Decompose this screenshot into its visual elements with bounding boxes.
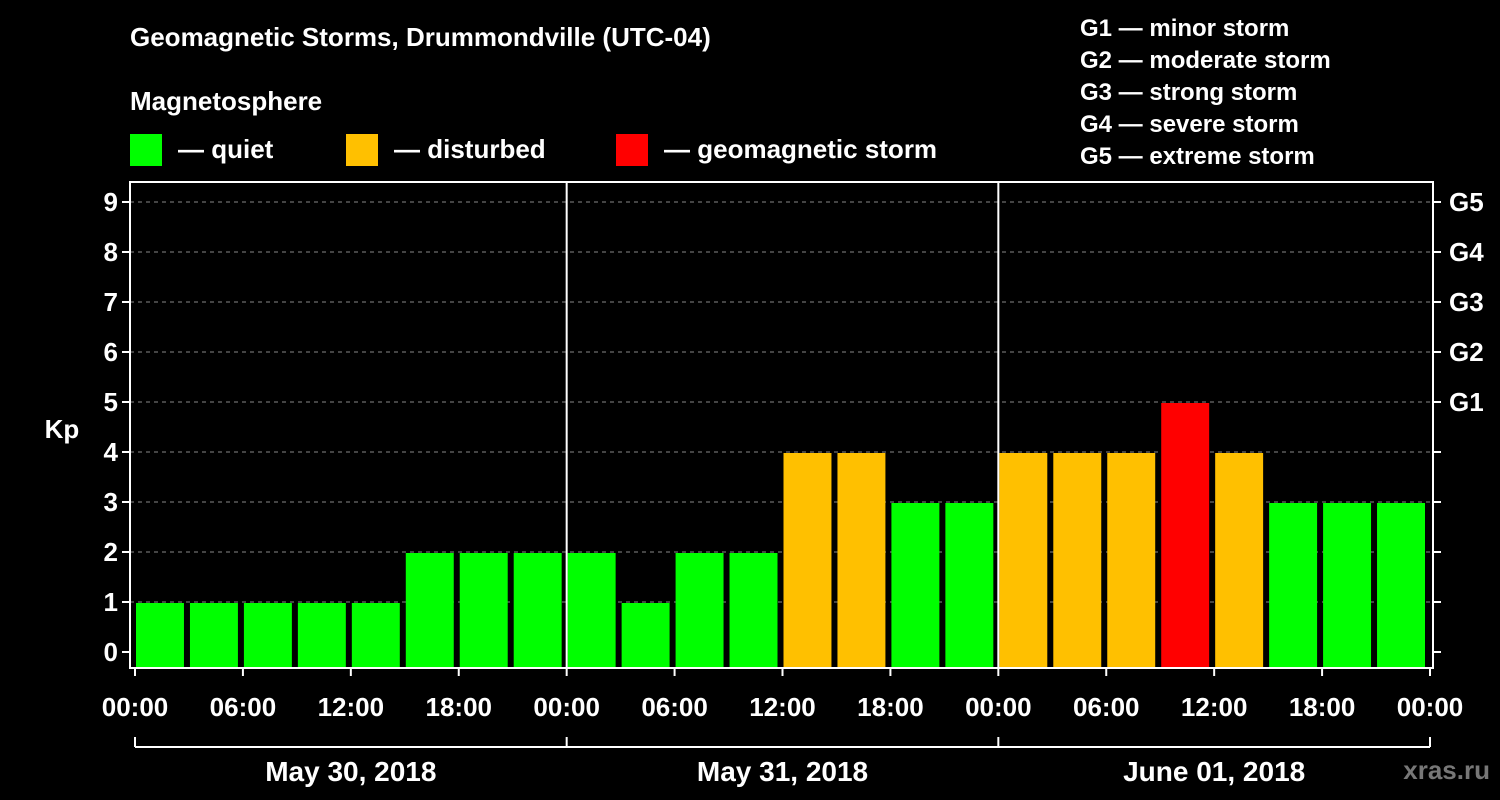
x-tick-label: 00:00 [1397, 692, 1464, 722]
y-tick-label: 5 [104, 387, 118, 417]
y-tick-label: 3 [104, 487, 118, 517]
kp-bar [891, 503, 940, 668]
x-tick-label: 12:00 [318, 692, 385, 722]
g-tick-label: G1 [1449, 387, 1484, 417]
kp-bar [1323, 503, 1372, 668]
kp-bar [1215, 453, 1264, 668]
kp-bar [1377, 503, 1425, 668]
x-tick-label: 00:00 [965, 692, 1032, 722]
kp-bar [837, 453, 886, 668]
x-tick-label: 18:00 [426, 692, 493, 722]
y-tick-label: 1 [104, 587, 118, 617]
y-tick-label: 4 [104, 437, 119, 467]
chart-title: Geomagnetic Storms, Drummondville (UTC-0… [130, 22, 711, 52]
x-tick-label: 12:00 [749, 692, 816, 722]
storm-scale-g3: G3 — strong storm [1080, 79, 1298, 106]
y-axis-label: Kp [45, 414, 80, 444]
kp-bar [513, 553, 562, 668]
g-tick-label: G4 [1449, 237, 1484, 267]
x-tick-label: 00:00 [533, 692, 600, 722]
x-tick-label: 00:00 [102, 692, 169, 722]
kp-bar [189, 603, 238, 668]
kp-bar [945, 503, 994, 668]
x-tick-label: 12:00 [1181, 692, 1248, 722]
x-tick-label: 18:00 [857, 692, 924, 722]
kp-bar [1161, 403, 1210, 668]
storm-scale-g4: G4 — severe storm [1080, 111, 1299, 138]
kp-bar [297, 603, 346, 668]
g-tick-label: G2 [1449, 337, 1484, 367]
x-tick-label: 06:00 [641, 692, 708, 722]
storm-scale-g5: G5 — extreme storm [1080, 143, 1315, 170]
legend-swatch-disturbed [346, 134, 378, 166]
x-tick-label: 06:00 [210, 692, 277, 722]
day-label: June 01, 2018 [1123, 756, 1305, 787]
kp-bar [136, 603, 184, 668]
y-tick-label: 7 [104, 287, 118, 317]
kp-bar [1107, 453, 1156, 668]
y-tick-label: 6 [104, 337, 118, 367]
legend-label-quiet: — quiet [178, 134, 274, 164]
kp-bar [459, 553, 508, 668]
y-tick-label: 0 [104, 637, 118, 667]
legend-label-storm: — geomagnetic storm [664, 134, 938, 164]
kp-bar [729, 553, 778, 668]
g-tick-label: G3 [1449, 287, 1484, 317]
kp-bar [405, 553, 454, 668]
x-tick-label: 06:00 [1073, 692, 1140, 722]
kp-bar [1053, 453, 1102, 668]
legend-swatch-storm [616, 134, 648, 166]
kp-bar [621, 603, 670, 668]
day-label: May 30, 2018 [265, 756, 436, 787]
kp-bar [1269, 503, 1318, 668]
kp-bar [999, 453, 1048, 668]
y-tick-label: 9 [104, 187, 118, 217]
storm-scale-g2: G2 — moderate storm [1080, 47, 1331, 74]
storm-scale-g1: G1 — minor storm [1080, 15, 1290, 42]
y-tick-label: 2 [104, 537, 118, 567]
kp-bar [567, 553, 616, 668]
kp-bar [351, 603, 400, 668]
kp-bar [783, 453, 832, 668]
legend-heading: Magnetosphere [130, 86, 323, 116]
g-tick-label: G5 [1449, 187, 1484, 217]
kp-bar [243, 603, 292, 668]
y-tick-label: 8 [104, 237, 118, 267]
kp-bar [675, 553, 724, 668]
x-tick-label: 18:00 [1289, 692, 1356, 722]
day-label: May 31, 2018 [697, 756, 868, 787]
legend-label-disturbed: — disturbed [394, 134, 546, 164]
legend-swatch-quiet [130, 134, 162, 166]
watermark: xras.ru [1403, 755, 1490, 785]
